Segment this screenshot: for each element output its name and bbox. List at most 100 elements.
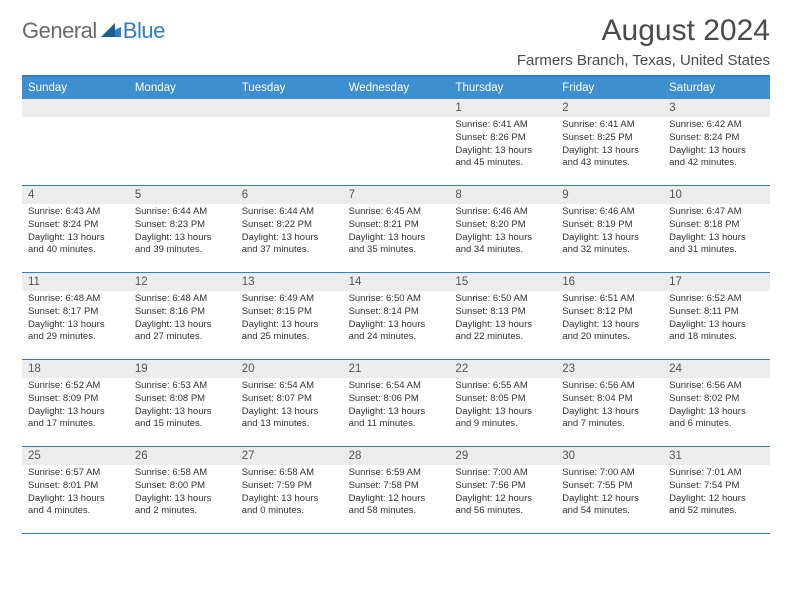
- sunset-text: Sunset: 8:13 PM: [455, 306, 550, 319]
- sunset-text: Sunset: 8:25 PM: [562, 132, 657, 145]
- day-cell: 22Sunrise: 6:55 AMSunset: 8:05 PMDayligh…: [449, 360, 556, 446]
- day-number: 28: [343, 447, 450, 465]
- sunrise-text: Sunrise: 6:56 AM: [669, 380, 764, 393]
- day-body: Sunrise: 6:44 AMSunset: 8:22 PMDaylight:…: [236, 204, 343, 261]
- day-cell: 20Sunrise: 6:54 AMSunset: 8:07 PMDayligh…: [236, 360, 343, 446]
- day-body: [236, 117, 343, 123]
- day-cell: 27Sunrise: 6:58 AMSunset: 7:59 PMDayligh…: [236, 447, 343, 533]
- sunrise-text: Sunrise: 7:00 AM: [455, 467, 550, 480]
- day-body: Sunrise: 6:52 AMSunset: 8:11 PMDaylight:…: [663, 291, 770, 348]
- day-number: 8: [449, 186, 556, 204]
- daylight-text: Daylight: 13 hours and 45 minutes.: [455, 145, 550, 171]
- week-row: 1Sunrise: 6:41 AMSunset: 8:26 PMDaylight…: [22, 99, 770, 186]
- day-body: Sunrise: 6:44 AMSunset: 8:23 PMDaylight:…: [129, 204, 236, 261]
- day-number: 20: [236, 360, 343, 378]
- sunset-text: Sunset: 7:54 PM: [669, 480, 764, 493]
- day-number: 21: [343, 360, 450, 378]
- daylight-text: Daylight: 13 hours and 17 minutes.: [28, 406, 123, 432]
- sunset-text: Sunset: 8:02 PM: [669, 393, 764, 406]
- sunset-text: Sunset: 8:22 PM: [242, 219, 337, 232]
- sunset-text: Sunset: 8:12 PM: [562, 306, 657, 319]
- day-cell: 9Sunrise: 6:46 AMSunset: 8:19 PMDaylight…: [556, 186, 663, 272]
- week-row: 4Sunrise: 6:43 AMSunset: 8:24 PMDaylight…: [22, 186, 770, 273]
- sunrise-text: Sunrise: 6:56 AM: [562, 380, 657, 393]
- day-number: 13: [236, 273, 343, 291]
- sunrise-text: Sunrise: 6:53 AM: [135, 380, 230, 393]
- day-number: 31: [663, 447, 770, 465]
- day-number: 17: [663, 273, 770, 291]
- sunrise-text: Sunrise: 6:46 AM: [455, 206, 550, 219]
- day-number: 25: [22, 447, 129, 465]
- sunset-text: Sunset: 8:18 PM: [669, 219, 764, 232]
- sunrise-text: Sunrise: 6:58 AM: [135, 467, 230, 480]
- sunset-text: Sunset: 8:17 PM: [28, 306, 123, 319]
- sunrise-text: Sunrise: 6:50 AM: [349, 293, 444, 306]
- day-cell: 6Sunrise: 6:44 AMSunset: 8:22 PMDaylight…: [236, 186, 343, 272]
- header: General Blue August 2024 Farmers Branch,…: [22, 14, 770, 69]
- dow-cell: Tuesday: [236, 77, 343, 99]
- day-body: Sunrise: 7:00 AMSunset: 7:55 PMDaylight:…: [556, 465, 663, 522]
- daylight-text: Daylight: 13 hours and 32 minutes.: [562, 232, 657, 258]
- day-cell: 1Sunrise: 6:41 AMSunset: 8:26 PMDaylight…: [449, 99, 556, 185]
- title-block: August 2024 Farmers Branch, Texas, Unite…: [517, 14, 770, 69]
- sunset-text: Sunset: 8:04 PM: [562, 393, 657, 406]
- sunset-text: Sunset: 8:21 PM: [349, 219, 444, 232]
- day-body: Sunrise: 6:49 AMSunset: 8:15 PMDaylight:…: [236, 291, 343, 348]
- daylight-text: Daylight: 13 hours and 20 minutes.: [562, 319, 657, 345]
- daylight-text: Daylight: 13 hours and 15 minutes.: [135, 406, 230, 432]
- day-body: Sunrise: 6:50 AMSunset: 8:14 PMDaylight:…: [343, 291, 450, 348]
- sunrise-text: Sunrise: 6:49 AM: [242, 293, 337, 306]
- sunrise-text: Sunrise: 6:45 AM: [349, 206, 444, 219]
- day-body: Sunrise: 6:54 AMSunset: 8:07 PMDaylight:…: [236, 378, 343, 435]
- sunrise-text: Sunrise: 6:50 AM: [455, 293, 550, 306]
- sunset-text: Sunset: 8:00 PM: [135, 480, 230, 493]
- day-cell: [236, 99, 343, 185]
- daylight-text: Daylight: 13 hours and 42 minutes.: [669, 145, 764, 171]
- sunrise-text: Sunrise: 6:41 AM: [455, 119, 550, 132]
- day-cell: 12Sunrise: 6:48 AMSunset: 8:16 PMDayligh…: [129, 273, 236, 359]
- daylight-text: Daylight: 12 hours and 54 minutes.: [562, 493, 657, 519]
- day-number: 7: [343, 186, 450, 204]
- sunset-text: Sunset: 8:08 PM: [135, 393, 230, 406]
- sunrise-text: Sunrise: 6:52 AM: [28, 380, 123, 393]
- sunset-text: Sunset: 7:55 PM: [562, 480, 657, 493]
- logo: General Blue: [22, 18, 165, 44]
- sunset-text: Sunset: 7:59 PM: [242, 480, 337, 493]
- day-body: Sunrise: 6:41 AMSunset: 8:26 PMDaylight:…: [449, 117, 556, 174]
- logo-text-general: General: [22, 18, 97, 44]
- day-number: 11: [22, 273, 129, 291]
- day-body: Sunrise: 6:46 AMSunset: 8:20 PMDaylight:…: [449, 204, 556, 261]
- day-body: Sunrise: 6:50 AMSunset: 8:13 PMDaylight:…: [449, 291, 556, 348]
- day-number: 23: [556, 360, 663, 378]
- sunset-text: Sunset: 7:58 PM: [349, 480, 444, 493]
- sunrise-text: Sunrise: 6:57 AM: [28, 467, 123, 480]
- day-number: [129, 99, 236, 117]
- sunset-text: Sunset: 8:05 PM: [455, 393, 550, 406]
- daylight-text: Daylight: 13 hours and 27 minutes.: [135, 319, 230, 345]
- sunset-text: Sunset: 8:20 PM: [455, 219, 550, 232]
- day-body: Sunrise: 6:59 AMSunset: 7:58 PMDaylight:…: [343, 465, 450, 522]
- day-cell: 3Sunrise: 6:42 AMSunset: 8:24 PMDaylight…: [663, 99, 770, 185]
- sunrise-text: Sunrise: 6:44 AM: [135, 206, 230, 219]
- daylight-text: Daylight: 13 hours and 29 minutes.: [28, 319, 123, 345]
- day-number: 12: [129, 273, 236, 291]
- day-number: [236, 99, 343, 117]
- daylight-text: Daylight: 13 hours and 18 minutes.: [669, 319, 764, 345]
- day-body: Sunrise: 6:45 AMSunset: 8:21 PMDaylight:…: [343, 204, 450, 261]
- day-number: 16: [556, 273, 663, 291]
- day-body: Sunrise: 6:46 AMSunset: 8:19 PMDaylight:…: [556, 204, 663, 261]
- sunset-text: Sunset: 8:07 PM: [242, 393, 337, 406]
- day-body: Sunrise: 6:58 AMSunset: 7:59 PMDaylight:…: [236, 465, 343, 522]
- daylight-text: Daylight: 13 hours and 22 minutes.: [455, 319, 550, 345]
- month-title: August 2024: [517, 14, 770, 48]
- day-cell: 16Sunrise: 6:51 AMSunset: 8:12 PMDayligh…: [556, 273, 663, 359]
- day-of-week-row: SundayMondayTuesdayWednesdayThursdayFrid…: [22, 77, 770, 99]
- day-cell: 18Sunrise: 6:52 AMSunset: 8:09 PMDayligh…: [22, 360, 129, 446]
- daylight-text: Daylight: 13 hours and 0 minutes.: [242, 493, 337, 519]
- sunset-text: Sunset: 8:19 PM: [562, 219, 657, 232]
- day-body: [343, 117, 450, 123]
- daylight-text: Daylight: 13 hours and 25 minutes.: [242, 319, 337, 345]
- day-cell: [129, 99, 236, 185]
- sunset-text: Sunset: 8:16 PM: [135, 306, 230, 319]
- dow-cell: Sunday: [22, 77, 129, 99]
